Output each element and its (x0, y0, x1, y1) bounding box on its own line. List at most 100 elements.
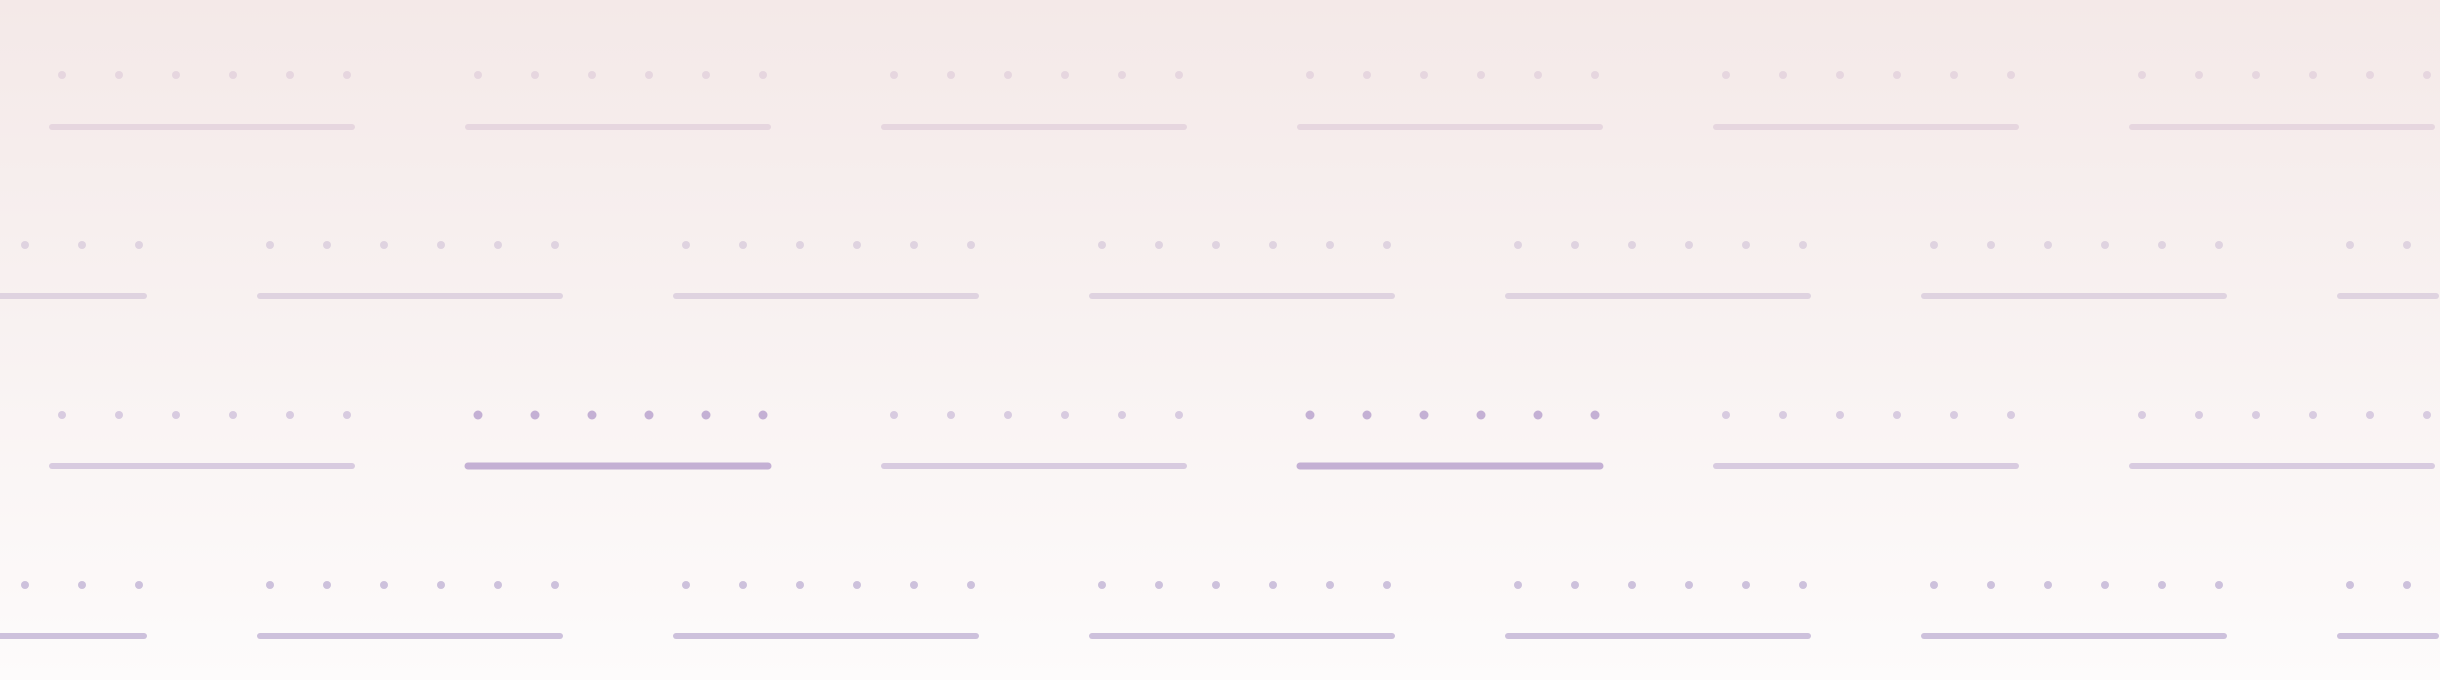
pattern-dot (1893, 71, 1901, 79)
pattern-dot (494, 241, 502, 249)
pattern-dot (286, 411, 294, 419)
pattern-dot (380, 581, 388, 589)
pattern-dot (135, 581, 143, 589)
pattern-dot (2044, 581, 2052, 589)
pattern-dot (947, 71, 955, 79)
pattern-dot (2309, 71, 2317, 79)
pattern-row-3 (49, 410, 2435, 470)
pattern-dot (1930, 241, 1938, 249)
pattern-dot (1590, 410, 1600, 420)
pattern-dot (437, 581, 445, 589)
pattern-unit (881, 71, 1187, 130)
pattern-unit (257, 241, 563, 299)
pattern-dot (1098, 581, 1106, 589)
pattern-row-1 (49, 71, 2435, 130)
pattern-dot (1420, 71, 1428, 79)
pattern-dot (2101, 241, 2109, 249)
pattern-dot (1742, 241, 1750, 249)
pattern-dot (2158, 581, 2166, 589)
pattern-dot (1930, 581, 1938, 589)
pattern-dot (588, 71, 596, 79)
pattern-dot (530, 410, 540, 420)
pattern-dot (1383, 241, 1391, 249)
pattern-dot (2195, 411, 2203, 419)
pattern-dot (967, 581, 975, 589)
pattern-dot (1004, 411, 1012, 419)
pattern-row-2 (0, 241, 2439, 299)
pattern-dot (115, 71, 123, 79)
pattern-dot (1628, 241, 1636, 249)
pattern-dot (890, 411, 898, 419)
pattern-dot (1893, 411, 1901, 419)
pattern-dot (1836, 411, 1844, 419)
pattern-dot (1155, 241, 1163, 249)
pattern-dot (701, 410, 711, 420)
pattern-unit (1713, 71, 2019, 130)
pattern-dot (1383, 581, 1391, 589)
pattern-dot (1175, 411, 1183, 419)
pattern-unit (2337, 241, 2439, 299)
pattern-unit (2129, 411, 2435, 469)
pattern-dot (758, 410, 768, 420)
pattern-unit (1089, 581, 1395, 639)
pattern-dot (1779, 411, 1787, 419)
pattern-dot (58, 411, 66, 419)
pattern-unit (673, 241, 979, 299)
pattern-unit (2337, 581, 2439, 639)
pattern-dot (473, 410, 483, 420)
pattern-dot (1363, 71, 1371, 79)
pattern-dot (1950, 411, 1958, 419)
pattern-dot (2138, 71, 2146, 79)
pattern-unit (1505, 581, 1811, 639)
pattern-dot (1685, 241, 1693, 249)
pattern-unit (1089, 241, 1395, 299)
pattern-dot (494, 581, 502, 589)
pattern-dot (323, 581, 331, 589)
pattern-dot (1836, 71, 1844, 79)
pattern-dot (78, 581, 86, 589)
pattern-dot (1950, 71, 1958, 79)
pattern-dot (1061, 411, 1069, 419)
pattern-dot (1212, 581, 1220, 589)
pattern-dot (1419, 410, 1429, 420)
pattern-dot (1628, 581, 1636, 589)
pattern-dot (172, 411, 180, 419)
pattern-dot (1175, 71, 1183, 79)
pattern-dot (58, 71, 66, 79)
pattern-dot (551, 241, 559, 249)
pattern-dot (2007, 411, 2015, 419)
pattern-dot (1269, 241, 1277, 249)
pattern-unit (2129, 71, 2435, 130)
pattern-dot (531, 71, 539, 79)
pattern-unit (1505, 241, 1811, 299)
pattern-dot (1326, 241, 1334, 249)
pattern-unit (1297, 71, 1603, 130)
pattern-unit (0, 241, 147, 299)
pattern-dot (266, 581, 274, 589)
pattern-dot (1799, 241, 1807, 249)
pattern-dot (551, 581, 559, 589)
pattern-unit (257, 581, 563, 639)
pattern-dot (229, 411, 237, 419)
pattern-dot (1742, 581, 1750, 589)
pattern-dot (343, 71, 351, 79)
pattern-dot (1362, 410, 1372, 420)
pattern-dot (1306, 71, 1314, 79)
pattern-dot (796, 581, 804, 589)
pattern-dot (2138, 411, 2146, 419)
pattern-dot (1061, 71, 1069, 79)
pattern-dot (323, 241, 331, 249)
pattern-dot (474, 71, 482, 79)
pattern-dot (1514, 241, 1522, 249)
pattern-unit (464, 410, 772, 470)
pattern-dot (1269, 581, 1277, 589)
pattern-dot (2366, 411, 2374, 419)
pattern-dot (172, 71, 180, 79)
pattern-unit (673, 581, 979, 639)
pattern-dot (739, 581, 747, 589)
pattern-dot (853, 241, 861, 249)
pattern-dot (739, 241, 747, 249)
pattern-dot (1987, 241, 1995, 249)
